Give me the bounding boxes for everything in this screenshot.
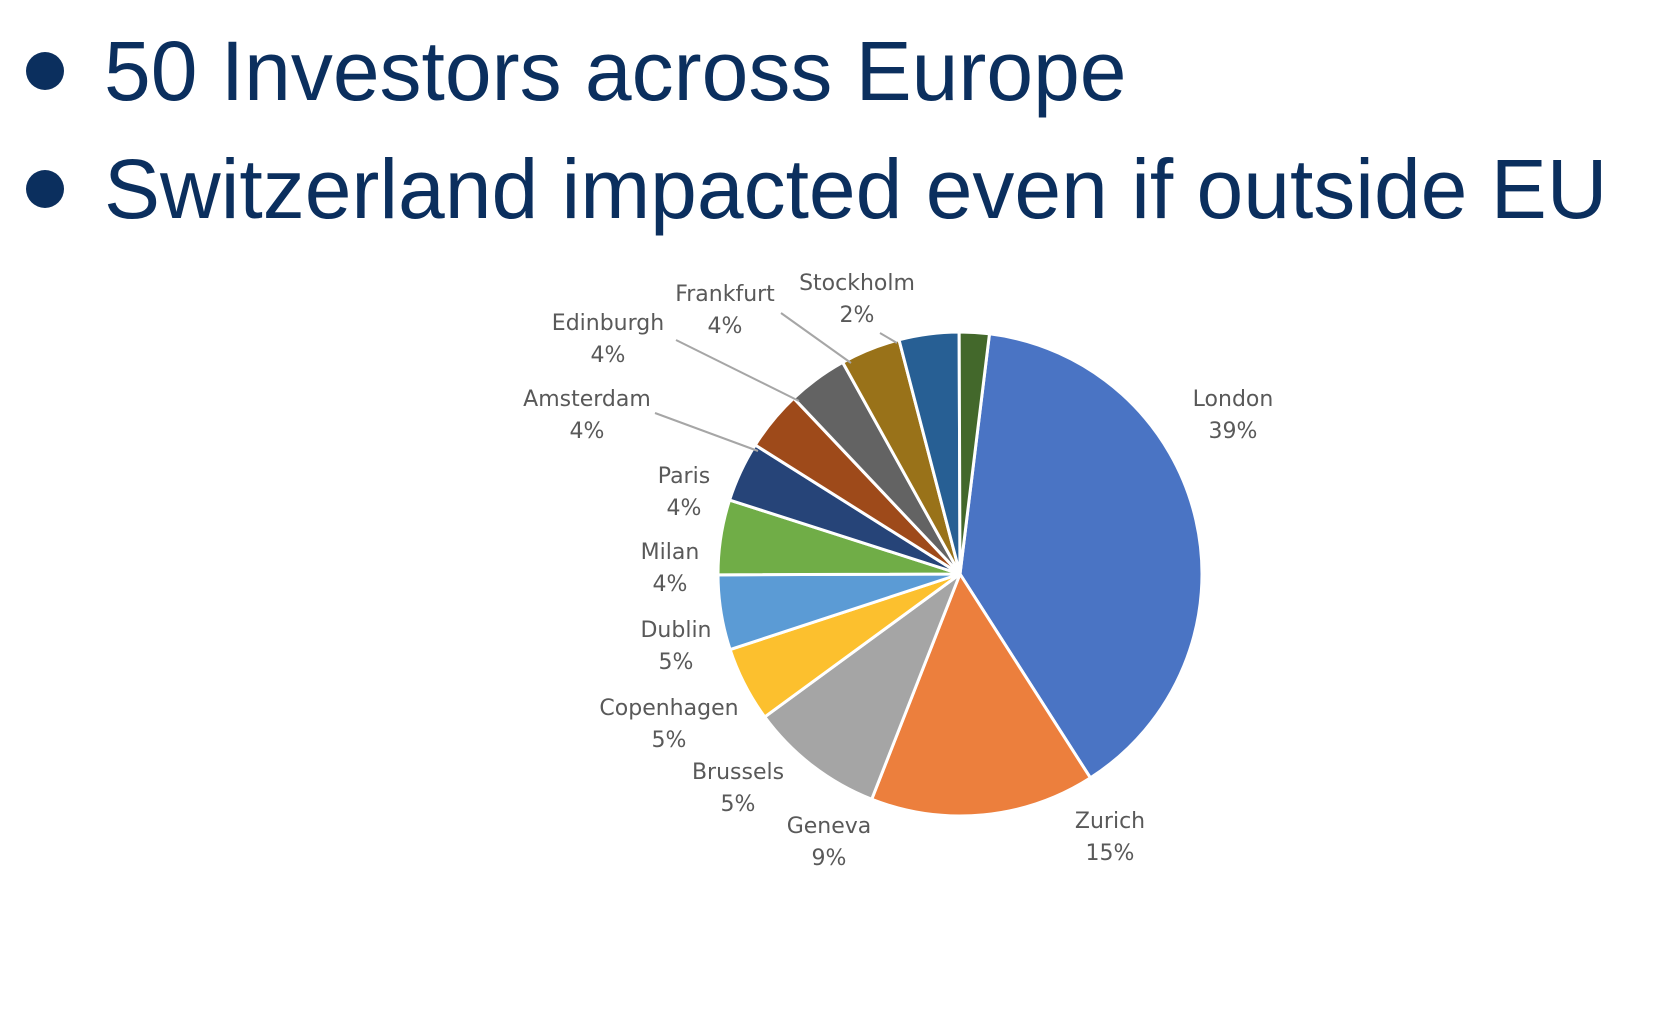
slice-label-milan: Milan bbox=[641, 540, 700, 565]
pie-slice-stockholm bbox=[957, 330, 991, 576]
leader-line-stockholm bbox=[879, 332, 898, 344]
slice-percent-zurich: 15% bbox=[1086, 841, 1135, 866]
slice-label-geneva: Geneva bbox=[787, 814, 872, 839]
slice-label-london: London bbox=[1193, 387, 1274, 412]
bullet-list: 50 Investors across Europe Switzerland i… bbox=[26, 12, 1607, 248]
slice-label-copenhagen: Copenhagen bbox=[599, 696, 738, 721]
leader-lines bbox=[654, 312, 898, 452]
leader-line-frankfurt bbox=[780, 312, 852, 364]
slice-percent-london: 39% bbox=[1209, 419, 1258, 444]
bullet-item: 50 Investors across Europe bbox=[26, 12, 1607, 130]
slice-percent-geneva: 9% bbox=[812, 846, 847, 871]
bullet-text: Switzerland impacted even if outside EU bbox=[104, 142, 1608, 236]
slice-label-brussels: Brussels bbox=[692, 760, 784, 785]
bullet-dot-icon bbox=[26, 170, 64, 208]
bullet-text: 50 Investors across Europe bbox=[104, 24, 1127, 118]
slice-percent-frankfurt: 4% bbox=[708, 314, 743, 339]
pie-slice-geneva bbox=[763, 572, 962, 801]
slice-percent-milan: 4% bbox=[653, 572, 688, 597]
pie-slices bbox=[716, 330, 1204, 818]
slice-label-stockholm: Stockholm bbox=[799, 271, 915, 296]
slice-percent-copenhagen: 5% bbox=[652, 728, 687, 753]
slice-percent-stockholm: 2% bbox=[840, 303, 875, 328]
leader-line-edinburgh bbox=[675, 339, 800, 402]
slice-percent-dublin: 5% bbox=[659, 650, 694, 675]
slice-label-amsterdam: Amsterdam bbox=[523, 387, 651, 412]
slice-label-paris: Paris bbox=[658, 464, 710, 489]
bullet-item: Switzerland impacted even if outside EU bbox=[26, 130, 1607, 248]
slice-label-dublin: Dublin bbox=[640, 618, 711, 643]
slice-percent-paris: 4% bbox=[667, 496, 702, 521]
slice-label-zurich: Zurich bbox=[1075, 809, 1145, 834]
bullet-dot-icon bbox=[26, 52, 64, 90]
slice-label-frankfurt: Frankfurt bbox=[675, 282, 775, 307]
slice-labels: London39%Zurich15%Geneva9%Brussels5%Cope… bbox=[523, 271, 1273, 871]
slice-percent-amsterdam: 4% bbox=[570, 419, 605, 444]
pie-slice-zurich bbox=[870, 572, 1092, 818]
slice-label-edinburgh: Edinburgh bbox=[552, 311, 664, 336]
leader-line-amsterdam bbox=[654, 412, 759, 452]
slice-percent-brussels: 5% bbox=[721, 792, 756, 817]
slice-percent-edinburgh: 4% bbox=[591, 343, 626, 368]
